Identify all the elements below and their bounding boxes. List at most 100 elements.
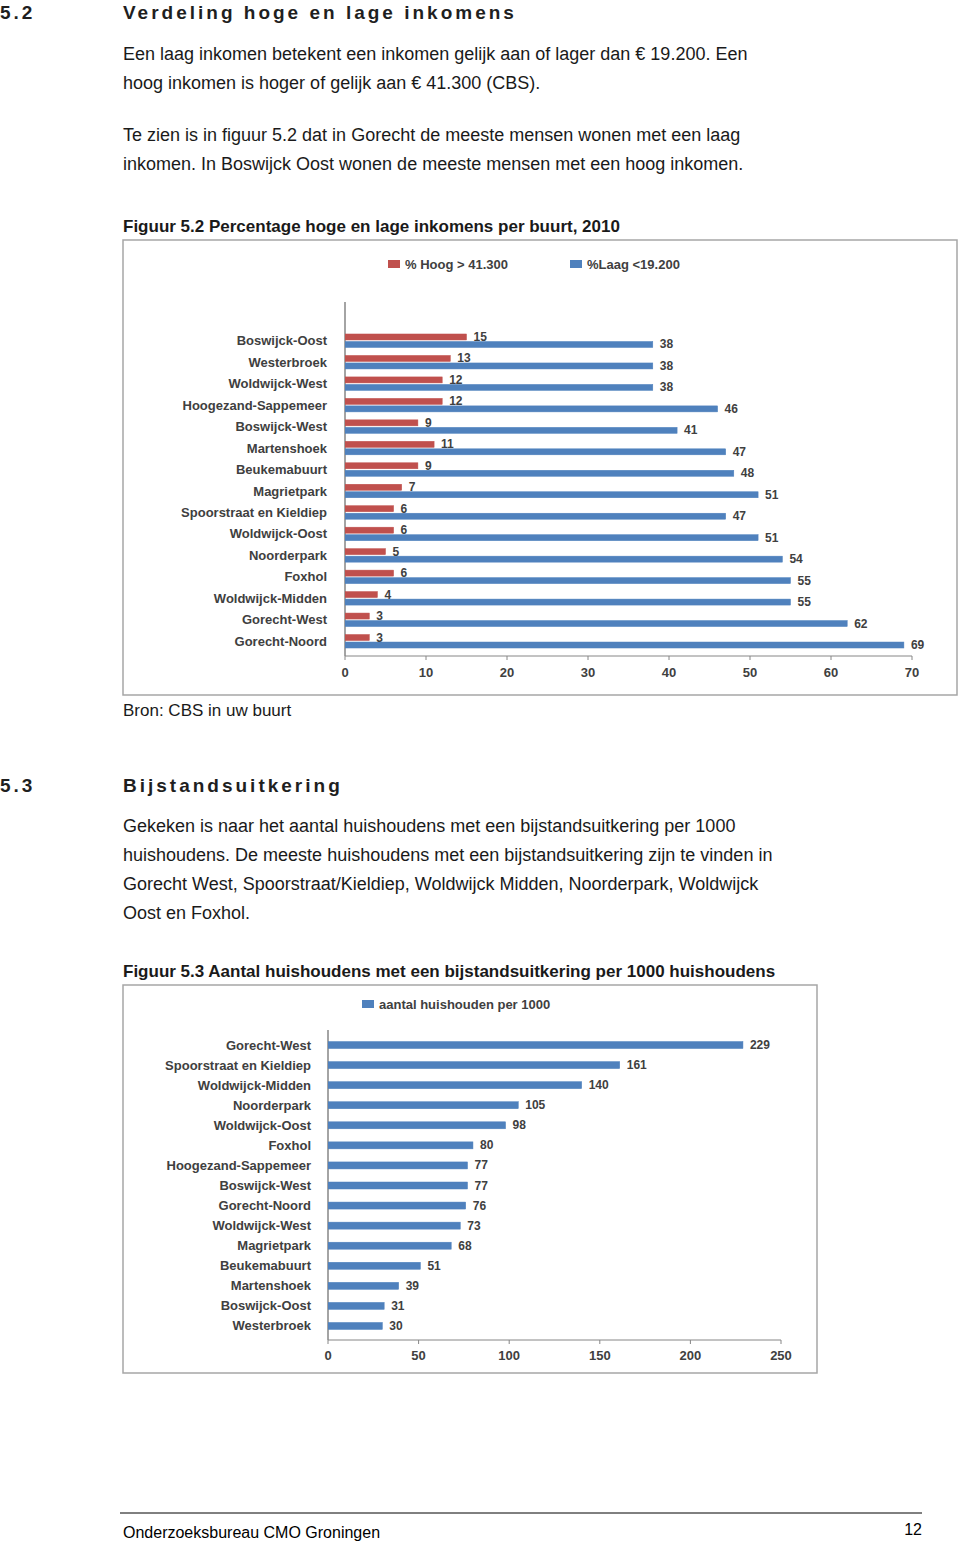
tick-mark [345,656,346,660]
data-label: 15 [474,330,488,344]
category-label: Magrietpark [253,484,327,499]
paragraph-line: Oost en Foxhol. [123,903,250,923]
paragraph-line: inkomen. In Boswijck Oost wonen de meest… [123,154,743,174]
category-label: Boswijck-Oost [221,1298,312,1313]
data-labels: 1513121291197665643338383846414748514751… [376,330,924,652]
category-label: Westerbroek [248,355,327,370]
x-axis [328,1340,781,1341]
data-label: 46 [725,402,739,416]
source: Bron: CBS in uw buurt [123,701,291,720]
bar [345,635,369,641]
tick-label: 10 [419,665,433,680]
legend-label: %Laag <19.200 [587,257,680,272]
category-label: Martenshoek [247,441,328,456]
chart: 050100150200250Gorecht-WestSpoorstraat e… [123,985,817,1373]
data-label: 12 [449,373,463,387]
bar [328,1262,420,1269]
data-label: 54 [789,552,803,566]
bar [345,406,718,412]
data-label: 77 [475,1179,489,1193]
paragraph-line: Een laag inkomen betekent een inkomen ge… [123,44,747,64]
tick-label: 70 [905,665,919,680]
category-label: Woldwijck-Midden [214,591,327,606]
bar [345,484,402,490]
bar [345,441,434,447]
category-label: Gorecht-West [242,612,328,627]
data-label: 140 [589,1078,609,1092]
tick-label: 0 [324,1348,331,1363]
tick-label: 40 [662,665,676,680]
category-label: Foxhol [284,569,327,584]
bar [345,492,758,498]
data-label: 51 [427,1259,441,1273]
category-label: Magrietpark [237,1238,311,1253]
bar [328,1142,473,1149]
bar [328,1082,582,1089]
section-title: Bijstandsuitkering [123,775,343,796]
category-label: Hoogezand-Sappemeer [183,398,327,413]
data-label: 13 [457,351,471,365]
legend-swatch [388,260,400,268]
paragraph-line: Gekeken is naar het aantal huishoudens m… [123,816,735,836]
bar [345,556,782,562]
tick-mark [912,656,913,660]
data-label: 6 [401,566,408,580]
legend-swatch [362,1000,374,1008]
bar [345,592,377,598]
bar [328,1302,384,1309]
tick-label: 150 [589,1348,611,1363]
data-label: 55 [798,574,812,588]
bar [328,1062,620,1069]
tick-label: 20 [500,665,514,680]
bar [345,470,734,476]
data-label: 68 [458,1239,472,1253]
bar [345,449,726,455]
page-number: 12 [904,1521,922,1538]
tick-mark [588,656,589,660]
section-title: Verdeling hoge en lage inkomens [123,2,517,23]
paragraph-line: Gorecht West, Spoorstraat/Kieldiep, Wold… [123,874,759,894]
tick-mark [509,1340,510,1344]
category-label: Foxhol [268,1138,311,1153]
category-label: Gorecht-Noord [219,1198,312,1213]
bar [345,642,904,648]
tick-label: 50 [411,1348,425,1363]
paragraph-line: hoog inkomen is hoger of gelijk aan € 41… [123,73,540,93]
category-label: Hoogezand-Sappemeer [167,1158,311,1173]
category-label: Woldwijck-Midden [198,1078,311,1093]
category-label: Beukemabuurt [220,1258,312,1273]
data-label: 31 [391,1299,405,1313]
category-label: Martenshoek [231,1278,312,1293]
tick-mark [426,656,427,660]
category-label: Gorecht-West [226,1038,312,1053]
data-label: 6 [401,502,408,516]
data-label: 98 [513,1118,527,1132]
tick-label: 0 [341,665,348,680]
category-label: Spoorstraat en Kieldiep [165,1058,311,1073]
category-label: Westerbroek [232,1318,311,1333]
data-label: 11 [441,437,454,451]
bar [345,570,394,576]
data-label: 6 [401,523,408,537]
bar [328,1282,399,1289]
data-label: 38 [660,337,674,351]
tick-mark [781,1340,782,1344]
legend-label: aantal huishouden per 1000 [379,997,550,1012]
data-label: 229 [750,1038,770,1052]
data-label: 7 [409,480,416,494]
data-label: 80 [480,1138,494,1152]
data-label: 4 [384,588,391,602]
data-label: 76 [473,1199,487,1213]
tick-label: 60 [824,665,838,680]
category-label: Woldwijck-Oost [230,526,328,541]
bar [345,420,418,426]
bar [345,377,442,383]
category-label: Boswijck-West [219,1178,311,1193]
data-label: 9 [425,416,432,430]
data-label: 51 [765,531,779,545]
data-label: 77 [475,1158,489,1172]
bar [345,363,653,369]
data-label: 9 [425,459,432,473]
category-label: Noorderpark [249,548,328,563]
category-label: Gorecht-Noord [235,634,328,649]
